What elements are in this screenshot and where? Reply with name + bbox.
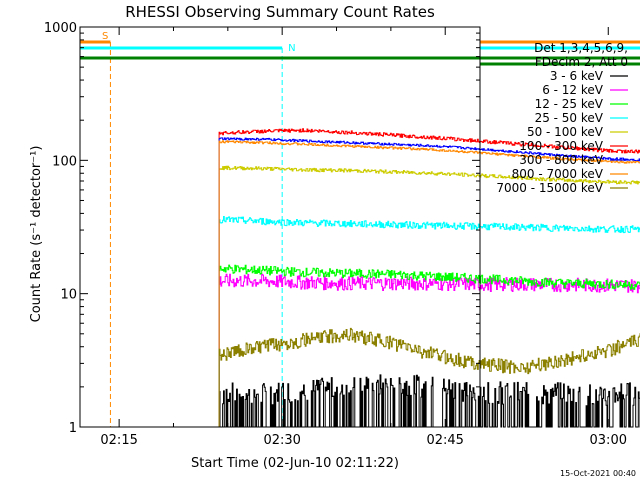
series-line-7000-15000-kev bbox=[218, 327, 640, 427]
series-line-300-800-kev bbox=[218, 137, 640, 427]
y-axis-label: Count Rate (s⁻¹ detector⁻¹) bbox=[29, 146, 44, 323]
legend-header-decimation: FDecim 2, Att 0 bbox=[535, 55, 628, 69]
annotation-label-n: N bbox=[288, 43, 295, 54]
y-tick-label-1000: 1000 bbox=[44, 21, 77, 36]
legend-label-6-12-kev: 6 - 12 keV bbox=[542, 83, 604, 97]
legend-label-7000-15000-kev: 7000 - 15000 keV bbox=[496, 181, 603, 195]
series-line-800-7000-kev bbox=[218, 140, 640, 427]
y-tick-label-10: 10 bbox=[60, 288, 77, 303]
annotation-label-s: S bbox=[102, 31, 108, 42]
x-tick-label-02:30: 02:30 bbox=[263, 433, 300, 448]
x-tick-label-03:00: 03:00 bbox=[590, 433, 627, 448]
legend-label-800-7000-kev: 800 - 7000 keV bbox=[512, 167, 604, 181]
legend-label-300-800-kev: 300 - 800 keV bbox=[519, 153, 603, 167]
legend-label-100-300-kev: 100 - 300 keV bbox=[519, 139, 603, 153]
x-axis-label: Start Time (02-Jun-10 02:11:22) bbox=[191, 456, 399, 471]
x-tick-label-02:45: 02:45 bbox=[426, 433, 463, 448]
plot-frame bbox=[79, 26, 481, 428]
legend-header-detectors: Det 1,3,4,5,6,9, bbox=[534, 41, 628, 55]
series-line-50-100-kev bbox=[218, 165, 640, 427]
orbit-annotations: SNRD0RD6 bbox=[80, 31, 640, 427]
legend-label-50-100-kev: 50 - 100 keV bbox=[527, 125, 604, 139]
legend-label-3-6-kev: 3 - 6 keV bbox=[550, 69, 604, 83]
legend-label-25-50-kev: 25 - 50 keV bbox=[535, 111, 604, 125]
x-tick-label-02:15: 02:15 bbox=[100, 433, 137, 448]
series-line-12-25-kev bbox=[218, 264, 640, 427]
legend: Det 1,3,4,5,6,9, FDecim 2, Att 0 3 - 6 k… bbox=[496, 41, 628, 195]
chart-title: RHESSI Observing Summary Count Rates bbox=[125, 3, 435, 21]
footer-timestamp: 15-Oct-2021 00:40 bbox=[560, 469, 636, 478]
axes: 110100100002:1502:3002:4503:0003:1503:30… bbox=[44, 21, 627, 448]
y-tick-label-100: 100 bbox=[52, 154, 77, 169]
series-line-25-50-kev bbox=[218, 216, 640, 427]
legend-label-12-25-kev: 12 - 25 keV bbox=[535, 97, 604, 111]
series-line-100-300-kev bbox=[218, 128, 640, 427]
series-line-6-12-kev bbox=[218, 273, 640, 427]
y-tick-label-1: 1 bbox=[69, 421, 77, 436]
